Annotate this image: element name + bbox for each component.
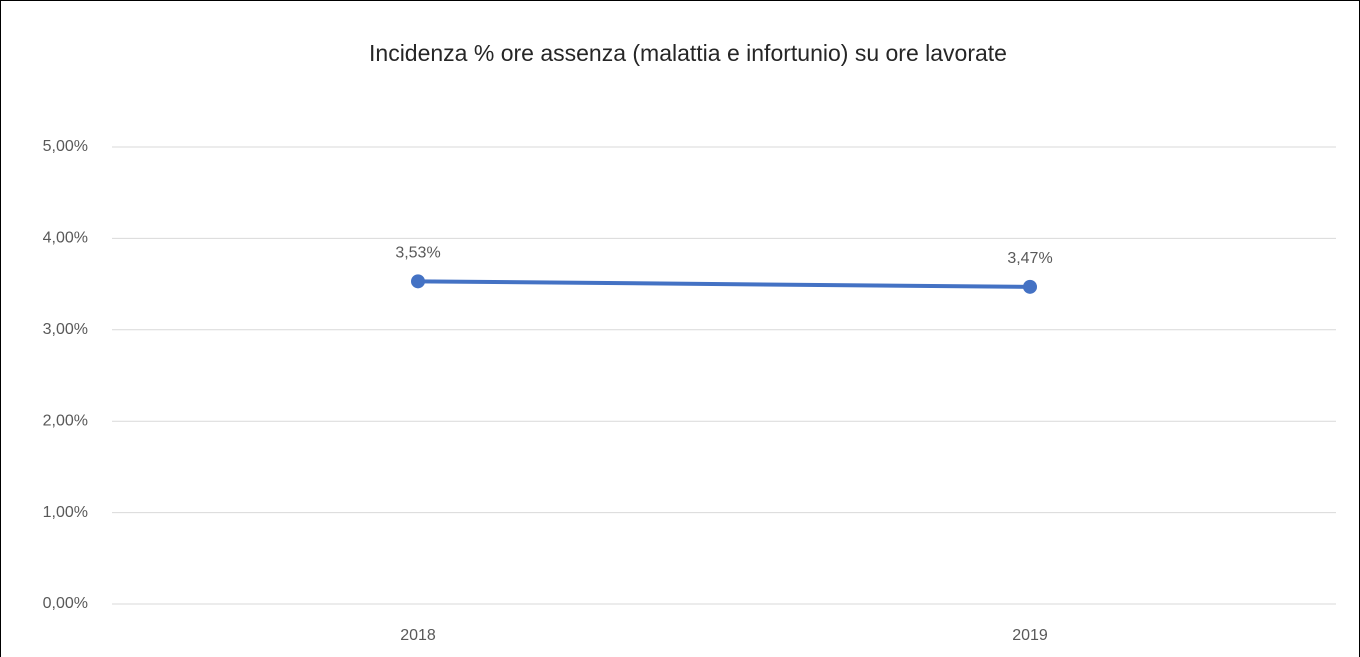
y-tick-label: 1,00% xyxy=(43,504,88,521)
y-tick-label: 5,00% xyxy=(43,138,88,155)
x-tick-label: 2019 xyxy=(1012,627,1048,644)
y-tick-label: 0,00% xyxy=(43,595,88,612)
x-tick-label: 2018 xyxy=(400,627,436,644)
y-tick-label: 2,00% xyxy=(43,412,88,429)
chart-title: Incidenza % ore assenza (malattia e info… xyxy=(369,40,1007,66)
marker xyxy=(411,274,425,289)
y-tick-label: 4,00% xyxy=(43,230,88,247)
data-label: 3,47% xyxy=(1007,250,1052,267)
data-label: 3,53% xyxy=(395,245,440,262)
y-tick-label: 3,00% xyxy=(43,321,88,338)
series-line xyxy=(416,279,1032,289)
marker xyxy=(1023,279,1037,294)
